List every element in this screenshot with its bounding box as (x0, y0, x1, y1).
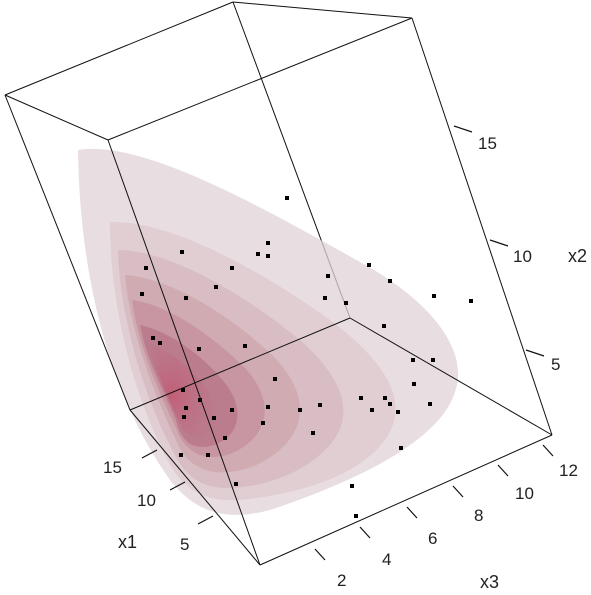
data-point (367, 263, 371, 267)
x1-axis-title: x1 (118, 532, 137, 552)
data-point (273, 377, 277, 381)
data-point (383, 396, 387, 400)
data-point (326, 274, 330, 278)
data-point (370, 408, 374, 412)
density-surfaces (78, 148, 459, 515)
data-point (469, 299, 473, 303)
data-point (311, 431, 315, 435)
x3-tick-label: 12 (559, 461, 578, 480)
data-point (234, 482, 238, 486)
data-point (428, 402, 432, 406)
data-point (261, 421, 265, 425)
x3-tick-label: 2 (337, 571, 346, 590)
x1-tick-label: 15 (103, 458, 122, 477)
axis-x1: 15 10 5 x1 (103, 449, 214, 554)
x3-tick-label: 4 (382, 550, 391, 569)
x1-tick-mark (141, 449, 158, 459)
data-point (184, 296, 188, 300)
x1-tick-label: 10 (137, 491, 156, 510)
x1-tick-label: 5 (180, 535, 189, 554)
x3-tick-mark (314, 548, 326, 561)
data-point (382, 324, 386, 328)
data-point (223, 436, 227, 440)
data-point (212, 416, 216, 420)
plot-box-front (4, 17, 553, 566)
data-points (140, 196, 473, 518)
data-point (140, 292, 144, 296)
data-point (323, 296, 327, 300)
data-point (266, 405, 270, 409)
data-point (399, 446, 403, 450)
data-point (411, 358, 415, 362)
data-point (412, 382, 416, 386)
data-point (431, 358, 435, 362)
axis-x3: 2 4 6 8 10 12 x3 (314, 444, 578, 592)
data-point (359, 396, 363, 400)
x2-tick-mark (525, 349, 545, 357)
data-point (388, 402, 392, 406)
data-point (184, 406, 188, 410)
data-point (206, 453, 210, 457)
data-point (298, 408, 302, 412)
data-point (182, 415, 186, 419)
x2-tick-label: 10 (513, 247, 532, 266)
x2-tick-label: 5 (551, 355, 560, 374)
data-point (230, 408, 234, 412)
x3-tick-mark (359, 526, 371, 539)
x1-tick-mark (197, 515, 214, 525)
data-point (318, 403, 322, 407)
x1-tick-mark (169, 481, 186, 491)
data-point (180, 250, 184, 254)
data-point (179, 453, 183, 457)
data-point (144, 266, 148, 270)
x3-axis-title: x3 (480, 572, 499, 592)
x3-tick-label: 8 (474, 506, 483, 525)
x3-tick-mark (452, 485, 464, 498)
data-point (158, 341, 162, 345)
data-point (256, 252, 260, 256)
data-point (266, 241, 270, 245)
x2-tick-label: 15 (478, 134, 497, 153)
data-point (197, 347, 201, 351)
data-point (285, 196, 289, 200)
x3-tick-mark (406, 506, 418, 519)
data-point (350, 484, 354, 488)
axis-x2: 15 10 5 x2 (453, 125, 587, 374)
data-point (396, 410, 400, 414)
data-point (266, 254, 270, 258)
x2-axis-title: x2 (568, 246, 587, 266)
x2-tick-mark (453, 125, 473, 133)
x3-tick-mark (542, 444, 554, 457)
data-point (198, 398, 202, 402)
data-point (230, 266, 234, 270)
data-point (151, 336, 155, 340)
data-point (181, 388, 185, 392)
data-point (388, 279, 392, 283)
x2-tick-mark (489, 239, 509, 247)
data-point (354, 514, 358, 518)
x3-tick-label: 6 (428, 529, 437, 548)
x3-tick-label: 10 (515, 484, 534, 503)
data-point (432, 294, 436, 298)
plot-box-back (4, 1, 413, 319)
data-point (214, 285, 218, 289)
data-point (243, 344, 247, 348)
x3-tick-mark (497, 464, 509, 477)
data-point (344, 301, 348, 305)
